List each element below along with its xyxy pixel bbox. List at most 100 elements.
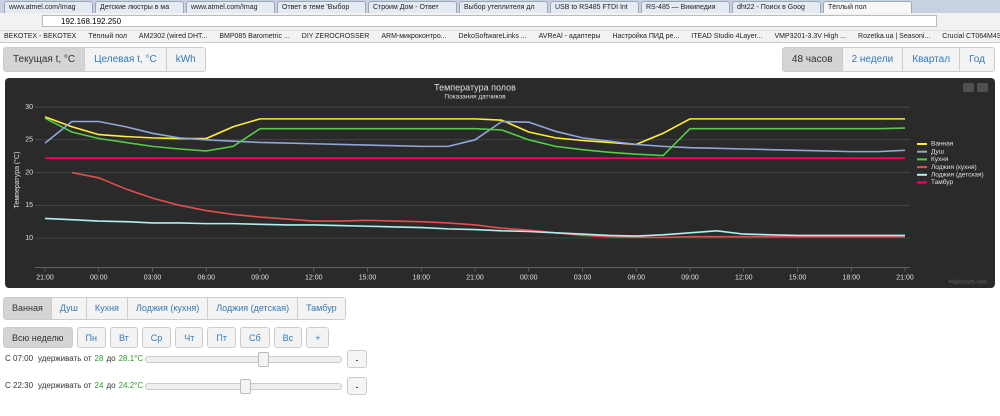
schedule-row: С 22:30 удерживать от 24 до 24.2°C	[5, 379, 143, 393]
browser-tab[interactable]: Ответ в теме 'Выбор	[277, 1, 366, 13]
x-tick-label: 03:00	[144, 274, 162, 281]
browser-tab[interactable]: www.atmel.com/Imag	[186, 1, 275, 13]
browser-tab[interactable]: RS-485 — Википедия	[641, 1, 730, 13]
to-label: до	[106, 381, 116, 390]
tab-button[interactable]: Лоджия (кухня)	[127, 298, 209, 319]
y-tick-label: 15	[25, 202, 33, 209]
time: С 22:30	[5, 381, 34, 390]
y-tick-label: 20	[25, 169, 33, 176]
x-tick-label: 06:00	[627, 274, 645, 281]
range-slider[interactable]	[145, 356, 342, 363]
legend-label: Душ	[931, 148, 944, 155]
tab-button[interactable]: 48 часов	[782, 48, 843, 71]
browser-tab[interactable]: www.atmel.com/Imag	[4, 1, 93, 13]
tab-button[interactable]: Душ	[51, 298, 87, 319]
day-tabs: Всю неделю Пн Вт Ср Чт Пт Сб Вс +	[3, 327, 330, 348]
y-tick-label: 30	[25, 104, 33, 111]
browser-tab[interactable]: Строим Дом - Ответ	[368, 1, 457, 13]
legend-label: Лоджия (детская)	[931, 172, 984, 179]
to-value: 28.1°C	[118, 354, 144, 363]
bookmark[interactable]: AVReAl - адаптеры	[538, 33, 601, 40]
day-button[interactable]: +	[306, 327, 330, 348]
day-button[interactable]: Вс	[273, 327, 303, 348]
tab-button[interactable]: Ванная	[4, 298, 52, 319]
metric-group: Текущая t, °C Целевая t, °C kWh	[3, 47, 206, 72]
x-tick-label: 21:00	[896, 274, 914, 281]
bookmark[interactable]: ITEAD Studio 4Layer...	[691, 33, 763, 40]
day-button[interactable]: Пн	[76, 327, 106, 348]
y-axis-title: Температура (°C)	[13, 152, 21, 209]
export-button[interactable]	[977, 83, 988, 92]
tab-button[interactable]: Текущая t, °C	[4, 48, 86, 71]
bookmark[interactable]: ARM-микроконтро...	[381, 33, 447, 40]
day-button[interactable]: Вт	[109, 327, 138, 348]
x-tick-label: 12:00	[735, 274, 753, 281]
x-tick-label: 09:00	[681, 274, 699, 281]
from-value: 28	[94, 354, 104, 363]
tab-button[interactable]: Квартал	[903, 48, 961, 71]
x-tick-label: 21:00	[36, 274, 54, 281]
day-button[interactable]: Сб	[240, 327, 270, 348]
to-value: 24.2°C	[118, 381, 144, 390]
y-tick-label: 25	[25, 137, 33, 144]
bookmark[interactable]: DekoSoftwareLinks ...	[458, 33, 527, 40]
from-value: 24	[94, 381, 104, 390]
bookmarks-bar: BEKOTEX - BEKOTEX Тёплый пол AM2302 (wired…	[0, 31, 1000, 43]
hold-label: удерживать от	[38, 381, 92, 390]
bookmark[interactable]: VMP3201-3.3V High ...	[774, 33, 847, 40]
x-tick-label: 18:00	[412, 274, 430, 281]
legend-label: Кухня	[931, 156, 949, 163]
x-tick-label: 15:00	[789, 274, 807, 281]
day-button[interactable]: Всю неделю	[3, 327, 73, 348]
bookmark[interactable]: Тёплый пол	[88, 33, 127, 40]
browser-tab[interactable]: Детские люстры в ма	[95, 1, 184, 13]
room-tabs: Ванная Душ Кухня Лоджия (кухня) Лоджия (детс…	[3, 297, 346, 320]
bookmark[interactable]: DIY ZEROCROSSER	[301, 33, 370, 40]
x-tick-label: 00:00	[520, 274, 538, 281]
tab-button[interactable]: kWh	[166, 48, 205, 71]
remove-button[interactable]: -	[347, 350, 367, 368]
chart: Температура полов Показания датчиков Тем…	[5, 78, 995, 288]
day-button[interactable]: Ср	[141, 327, 172, 348]
day-button[interactable]: Чт	[175, 327, 204, 348]
legend-label: Ванная	[931, 141, 954, 148]
bookmark[interactable]: BMP085 Barometric ...	[219, 33, 290, 40]
y-tick-label: 10	[25, 235, 33, 242]
print-button[interactable]	[963, 83, 974, 92]
bookmark[interactable]: AM2302 (wired DHT...	[138, 33, 208, 40]
x-tick-label: 09:00	[251, 274, 269, 281]
slider-handle[interactable]	[240, 379, 251, 394]
tab-button[interactable]: Целевая t, °C	[85, 48, 167, 71]
series-line	[44, 120, 906, 153]
chart-title: Температура полов	[434, 82, 516, 92]
credits[interactable]: Highcharts.com	[949, 279, 988, 285]
tab-strip: www.atmel.com/Imag Детские люстры в ма www…	[0, 0, 1000, 13]
remove-button[interactable]: -	[347, 377, 367, 395]
browser-tab[interactable]: Выбор утеплителя дл	[459, 1, 548, 13]
series-line	[44, 117, 906, 157]
bookmark[interactable]: Crucial CT064M4SS...	[942, 33, 1000, 40]
slider-handle[interactable]	[258, 352, 269, 367]
tab-button[interactable]: Тамбур	[298, 298, 345, 319]
tab-button[interactable]: Лоджия (детская)	[208, 298, 299, 319]
series-line	[71, 171, 905, 239]
tab-button[interactable]: Год	[960, 48, 994, 71]
browser-tab[interactable]: USB to RS485 FTDI Int	[550, 1, 639, 13]
x-tick-label: 18:00	[842, 274, 860, 281]
time: С 07:00	[5, 354, 34, 363]
x-tick-label: 06:00	[197, 274, 215, 281]
bookmark[interactable]: BEKOTEX - BEKOTEX	[4, 33, 77, 40]
to-label: до	[106, 354, 116, 363]
browser-tab[interactable]: Тёплый пол	[823, 1, 912, 13]
day-button[interactable]: Пт	[207, 327, 237, 348]
period-group: 48 часов 2 недели Квартал Год	[781, 47, 995, 72]
schedule-row: С 07:00 удерживать от 28 до 28.1°C	[5, 352, 143, 366]
bookmark[interactable]: Настройка ПИД ре...	[612, 33, 680, 40]
tab-button[interactable]: Кухня	[86, 298, 128, 319]
chart-background	[5, 78, 995, 288]
bookmark[interactable]: Rozetka.ua | Seasoni...	[858, 33, 931, 40]
browser-tab[interactable]: dht22 - Поиск в Goog	[732, 1, 821, 13]
tab-button[interactable]: 2 недели	[842, 48, 904, 71]
url-field[interactable]: 192.168.192.250	[42, 15, 937, 27]
